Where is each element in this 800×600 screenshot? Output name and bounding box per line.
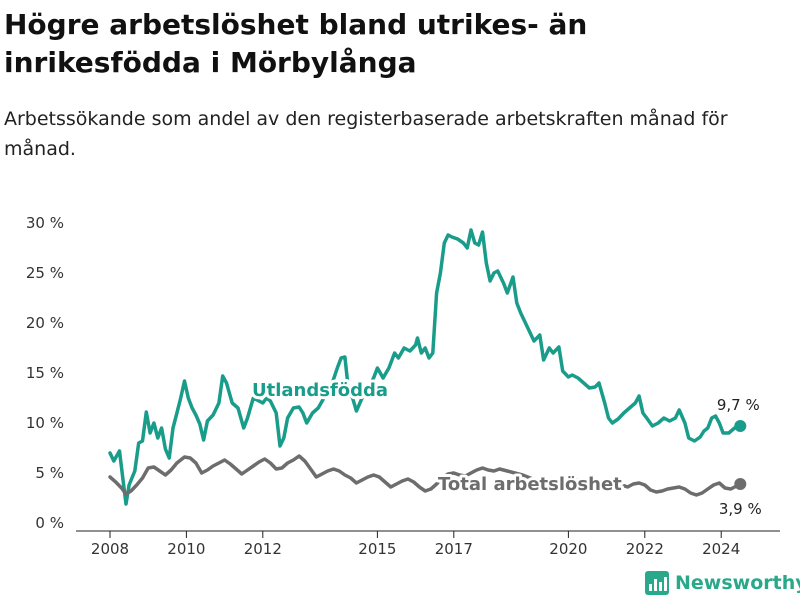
series-end-point bbox=[734, 478, 747, 490]
y-tick-label: 10 % bbox=[26, 414, 64, 432]
series-label-halo: Utlandsfödda bbox=[252, 380, 388, 401]
x-tick-label: 2015 bbox=[358, 540, 396, 558]
series-label: Total arbetslöshet bbox=[438, 474, 622, 495]
y-tick-label: 25 % bbox=[26, 264, 64, 282]
series-end-label: 9,7 % bbox=[717, 396, 760, 414]
chart-subtitle: Arbetssökande som andel av den registerb… bbox=[4, 108, 728, 160]
series-line-0 bbox=[108, 228, 743, 506]
series-label-halo: Total arbetslöshet bbox=[438, 474, 622, 495]
x-tick-label: 2012 bbox=[244, 540, 282, 558]
newsworthy-brand: Newsworthy bbox=[645, 568, 800, 598]
y-tick-label: 5 % bbox=[35, 464, 64, 482]
series-line-1 bbox=[108, 454, 743, 497]
y-tick-label: 30 % bbox=[26, 214, 64, 232]
y-tick-label: 15 % bbox=[26, 364, 64, 382]
x-axis: 2008 2010 2012 2015 2017 2020 2022 2024 bbox=[76, 530, 780, 558]
x-tick-label: 2022 bbox=[626, 540, 664, 558]
x-tick-label: 2024 bbox=[702, 540, 740, 558]
bar-chart-logo-icon bbox=[645, 571, 669, 595]
series-end-label: 3,9 % bbox=[719, 500, 762, 518]
brand-name: Newsworthy bbox=[675, 572, 800, 594]
x-tick-label: 2020 bbox=[549, 540, 587, 558]
y-tick-label: 20 % bbox=[26, 314, 64, 332]
y-axis: 0 % 5 % 10 % 15 % 20 % 25 % 30 % bbox=[26, 214, 64, 532]
x-tick-label: 2008 bbox=[91, 540, 129, 558]
x-tick-label: 2017 bbox=[435, 540, 473, 558]
series-label: Utlandsfödda bbox=[252, 380, 388, 401]
x-tick-label: 2010 bbox=[167, 540, 205, 558]
series-end-point bbox=[734, 420, 747, 432]
y-tick-label: 0 % bbox=[35, 514, 64, 532]
chart-title: Högre arbetslöshet bland utrikes- än inr… bbox=[4, 8, 588, 79]
